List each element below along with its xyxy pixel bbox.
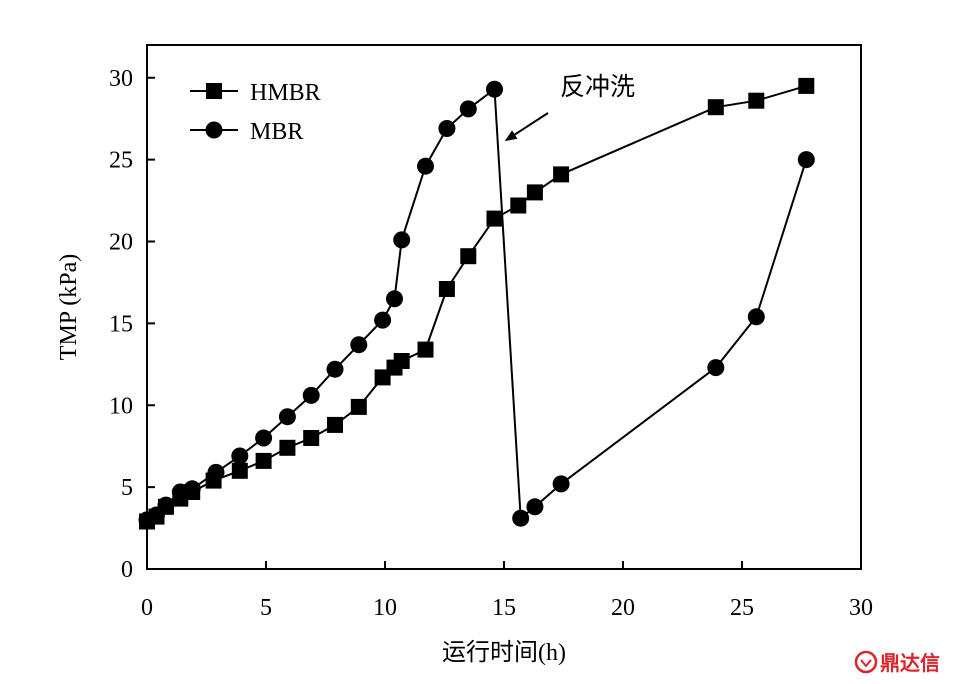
x-tick-label: 5 [260,595,272,621]
x-tick-label: 0 [141,595,153,621]
series-mbr-point [707,359,725,377]
series-mbr-point [157,496,175,514]
series-hmbr-point [438,281,455,297]
watermark-logo: 鼎达信 [854,650,940,675]
series-hmbr-point [303,430,320,446]
series-mbr-point [438,120,456,137]
series-mbr-point [393,231,411,249]
backwash-label: 反冲洗 [560,72,635,101]
series-mbr [138,80,815,529]
series-hmbr-point [350,398,367,415]
series-hmbr-point [798,77,815,94]
x-tick-label: 10 [373,595,397,621]
series-mbr-point [183,480,201,498]
y-axis-title: TMP (kPa) [56,254,82,360]
y-tick-label: 0 [121,557,133,583]
y-tick-label: 25 [109,148,133,174]
y-tick-label: 30 [109,66,133,92]
series-hmbr-point [417,341,434,358]
series-mbr-point [326,360,344,378]
series-mbr-point [350,336,368,354]
series-mbr-point [278,408,296,426]
series-mbr-point [747,308,765,326]
series-mbr-point [526,498,544,516]
watermark-icon [854,650,878,674]
series-mbr-point [459,100,477,118]
series-hmbr-point [510,197,527,214]
axis-ticks: 0 5 10 15 20 25 30 0 5 10 15 20 25 30 [109,66,873,621]
y-tick-label: 10 [109,393,133,419]
series-mbr-point [486,80,503,98]
series-mbr-point [302,386,320,404]
series-mbr-point [255,429,273,447]
series-mbr-point [417,157,434,175]
legend-mbr-label: MBR [250,119,303,145]
series-hmbr-point [231,462,248,479]
series-mbr-point [552,475,570,493]
series-hmbr-point [707,99,724,116]
series-mbr-point [207,463,225,481]
y-tick-label: 20 [109,230,133,256]
x-tick-label: 25 [730,595,754,621]
legend-hmbr-label: HMBR [250,80,321,106]
series-hmbr-point [279,439,296,456]
legend-mbr-marker [205,121,223,139]
y-tick-label: 15 [109,311,133,337]
legend-hmbr-marker [206,83,222,99]
y-tick-label: 5 [121,475,133,501]
series-layer [138,77,815,530]
series-mbr-point [374,311,392,329]
series-mbr-point [231,447,249,465]
series-hmbr-point [327,416,343,433]
series-hmbr-point [486,210,503,227]
x-axis-title: 运行时间(h) [442,639,566,666]
series-hmbr-point [393,353,410,369]
series-hmbr-point [553,166,570,183]
backwash-arrow [504,112,549,142]
series-mbr-point [386,290,403,308]
watermark-text: 鼎达信 [880,651,940,675]
series-hmbr-point [255,452,272,469]
x-tick-label: 15 [492,595,516,621]
series-mbr-point [797,151,815,169]
series-hmbr-point [748,92,765,109]
series-hmbr-point [526,184,543,201]
series-mbr-point [512,509,530,527]
x-tick-label: 20 [611,595,635,621]
x-tick-label: 30 [849,595,873,621]
legend: HMBR MBR [190,80,321,145]
backwash-annotation: 反冲洗 [504,72,635,142]
series-hmbr-point [460,248,477,265]
